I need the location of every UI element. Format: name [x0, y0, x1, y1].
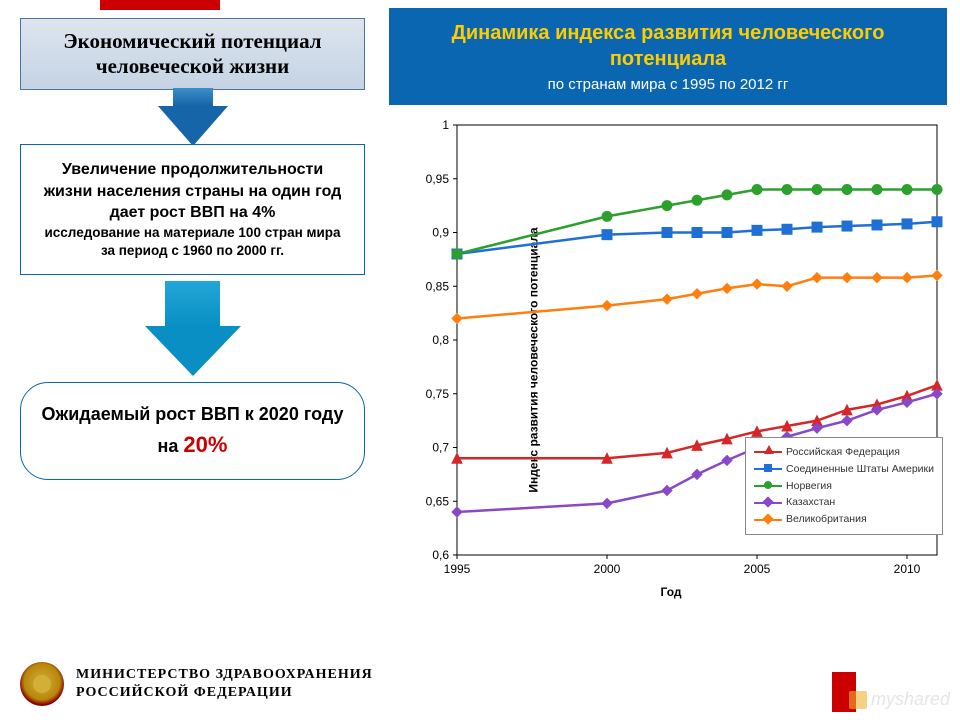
chart-title-main: Динамика индекса развития человеческого …: [407, 20, 929, 72]
svg-text:0,7: 0,7: [432, 441, 449, 455]
watermark: myshared: [849, 689, 950, 710]
svg-text:0,8: 0,8: [432, 333, 449, 347]
svg-text:0,6: 0,6: [432, 548, 449, 562]
x-axis-label: Год: [661, 585, 682, 599]
box-gdp-growth: Ожидаемый рост ВВП к 2020 году на 20%: [20, 382, 365, 480]
chart-title-sub: по странам мира с 1995 по 2012 гг: [407, 76, 929, 93]
ministry-text: МИНИСТЕРСТВО ЗДРАВООХРАНЕНИЯ РОССИЙСКОЙ …: [76, 666, 373, 702]
footer: МИНИСТЕРСТВО ЗДРАВООХРАНЕНИЯ РОССИЙСКОЙ …: [20, 662, 373, 706]
hdi-line-chart: Индекс развития человеческого потенциала…: [393, 115, 949, 605]
watermark-icon: [849, 691, 867, 709]
arrow-2: [10, 281, 375, 376]
box2-bold: Увеличение продолжительности жизни насел…: [37, 159, 348, 224]
ministry-emblem-icon: [20, 662, 64, 706]
svg-text:0,95: 0,95: [426, 172, 450, 186]
right-column: Динамика индекса развития человеческого …: [385, 8, 955, 605]
watermark-text: myshared: [871, 689, 950, 710]
ministry-line2: РОССИЙСКОЙ ФЕДЕРАЦИИ: [76, 684, 373, 702]
legend-item: Казахстан: [754, 494, 934, 511]
svg-text:0,9: 0,9: [432, 226, 449, 240]
svg-text:2005: 2005: [744, 562, 771, 576]
legend-item: Великобритания: [754, 511, 934, 528]
box2-small: исследование на материале 100 стран мира…: [37, 224, 348, 260]
arrow-1: [10, 88, 375, 146]
left-column: Экономический потенциал человеческой жиз…: [10, 8, 375, 480]
ministry-line1: МИНИСТЕРСТВО ЗДРАВООХРАНЕНИЯ: [76, 666, 373, 684]
box3-percent: 20%: [183, 432, 227, 457]
svg-text:2010: 2010: [894, 562, 921, 576]
svg-text:0,65: 0,65: [426, 494, 450, 508]
box-life-expectancy: Увеличение продолжительности жизни насел…: [20, 144, 365, 275]
legend-item: Соединенные Штаты Америки: [754, 461, 934, 478]
svg-text:0,75: 0,75: [426, 387, 450, 401]
legend-item: Российская Федерация: [754, 444, 934, 461]
legend-item: Норвегия: [754, 478, 934, 495]
box-economic-potential: Экономический потенциал человеческой жиз…: [20, 18, 365, 90]
svg-text:2000: 2000: [594, 562, 621, 576]
svg-text:0,85: 0,85: [426, 279, 450, 293]
svg-text:1995: 1995: [444, 562, 471, 576]
chart-legend: Российская ФедерацияСоединенные Штаты Ам…: [745, 437, 943, 535]
svg-text:1: 1: [442, 118, 449, 132]
chart-title-box: Динамика индекса развития человеческого …: [389, 8, 947, 105]
